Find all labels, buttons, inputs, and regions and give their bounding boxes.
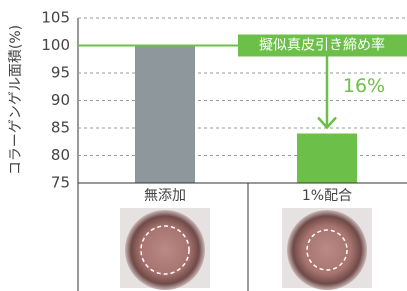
bar [297,134,357,184]
page: コラーゲンゲル面積(%) 75 80 85 90 95 100 105 無添加 1%配合 擬似真皮… [0,0,407,291]
y-tick-label: 80 [51,146,70,164]
x-tick-label: 無添加 [144,188,186,204]
photo [282,208,372,290]
y-tick-label: 95 [51,64,70,82]
bar [135,46,195,184]
chart: コラーゲンゲル面積(%) 75 80 85 90 95 100 105 無添加 1%配合 擬似真皮… [0,0,407,291]
x-tick-label: 1%配合 [302,188,352,204]
y-tick-label: 100 [41,36,70,54]
photo [120,208,210,290]
annotation: 16% [343,75,385,97]
y-axis-title: コラーゲンゲル面積(%) [8,25,24,175]
reference-label: 擬似真皮引き締め率 [259,37,385,54]
y-tick-label: 90 [51,91,70,109]
y-tick-label: 105 [41,9,70,27]
y-tick-label: 85 [51,119,70,137]
y-tick-label: 75 [51,174,70,192]
